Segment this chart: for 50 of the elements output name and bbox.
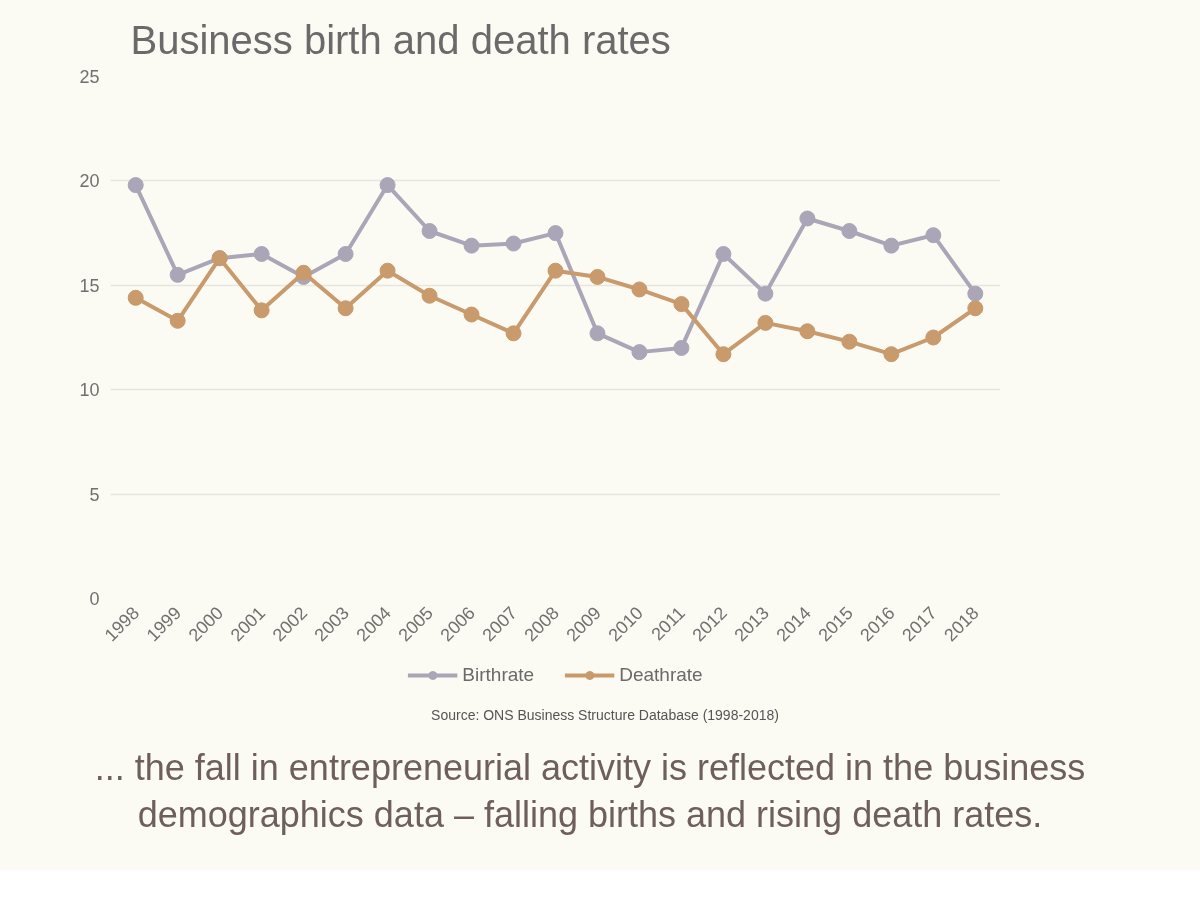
- point: [463, 237, 480, 254]
- legend-label: Deathrate: [619, 664, 703, 686]
- point: [631, 344, 648, 361]
- point: [379, 262, 396, 279]
- point: [253, 245, 270, 262]
- point: [967, 285, 984, 302]
- y-tick-label: 5: [89, 484, 100, 505]
- point: [337, 300, 354, 317]
- point: [421, 223, 438, 239]
- y-tick-label: 10: [79, 380, 100, 401]
- chart-title: Business birth and death rates: [130, 17, 671, 62]
- point: [169, 266, 186, 283]
- point: [841, 333, 858, 350]
- point: [967, 300, 984, 317]
- y-tick-label: 15: [79, 275, 100, 296]
- y-tick-label: 0: [89, 589, 100, 609]
- point: [253, 302, 270, 319]
- point: [589, 325, 606, 342]
- legend-label: Birthrate: [462, 664, 535, 686]
- source-note: Source: ONS Business Structure Database (1998-2018): [431, 706, 779, 725]
- point: [295, 264, 312, 281]
- point: [757, 285, 774, 302]
- point: [127, 289, 144, 306]
- point: [379, 177, 396, 194]
- point: [505, 325, 522, 342]
- point: [337, 245, 354, 262]
- point: [505, 235, 522, 252]
- point: [589, 268, 606, 285]
- point: [127, 177, 144, 194]
- point: [799, 210, 816, 227]
- point: [547, 225, 564, 242]
- point: [883, 237, 900, 254]
- point: [757, 314, 774, 331]
- point: [673, 296, 690, 313]
- point: [841, 223, 858, 239]
- point: [673, 339, 690, 356]
- point: [925, 329, 942, 346]
- point: [925, 227, 942, 244]
- point: [715, 346, 732, 363]
- point: [799, 323, 816, 340]
- point: [631, 281, 648, 298]
- y-tick-label: 20: [79, 171, 100, 192]
- point: [715, 245, 732, 262]
- point: [169, 312, 186, 329]
- point: [547, 262, 564, 279]
- text: ... the fall in entrepreneurial activity is reflected in the business demographics data – falling births and rising death rates.: [93, 746, 1087, 837]
- point: [421, 287, 438, 304]
- y-tick-label: 25: [79, 67, 100, 87]
- point: [463, 306, 480, 323]
- point: [883, 346, 900, 363]
